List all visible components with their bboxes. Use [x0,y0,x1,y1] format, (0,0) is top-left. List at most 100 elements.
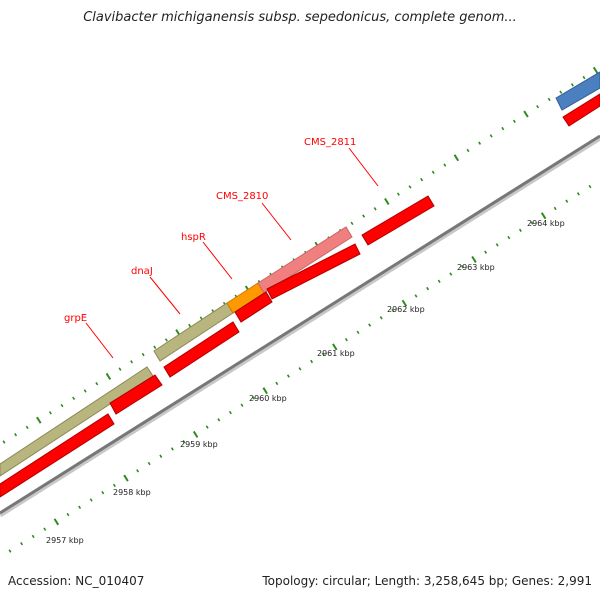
upper-tick-44 [512,119,516,124]
lower-tick-48 [565,199,569,203]
lower-tick-0 [8,549,12,553]
upper-tick-3 [36,416,42,424]
lower-tick-9 [112,483,116,488]
lower-tick-34 [401,299,408,307]
upper-tick-8 [95,381,99,386]
upper-tick-9 [105,372,112,380]
upper-tick-43 [501,126,505,131]
upper-tick-42 [489,134,493,138]
lower-tick-2 [31,534,35,539]
genome-summary-text: Topology: circular; Length: 3,258,645 bp… [262,574,592,588]
upper-tick-36 [420,177,424,182]
lower-tick-40 [471,255,477,263]
lower-tick-5 [66,512,70,517]
lower-tick-33 [391,308,395,313]
lower-tick-25 [298,367,302,371]
cds-red-4[interactable] [234,291,273,323]
upper-tick-41 [478,141,482,145]
lower-tick-28 [332,343,338,351]
cds-red-1[interactable] [0,413,115,498]
upper-tick-40 [466,148,470,153]
upper-tick-34 [396,192,400,196]
kbp-label-0: 2957 kbp [46,536,84,545]
lower-tick-20 [240,403,244,407]
gene-grpE-feature[interactable] [0,366,154,477]
lower-tick-42 [495,243,499,247]
upper-tick-33 [384,197,390,205]
kbp-label-2: 2959 kbp [180,440,218,449]
upper-tick-5 [60,403,64,408]
lower-tick-4 [53,518,60,526]
lower-tick-37 [437,279,441,284]
lower-tick-38 [449,272,453,276]
upper-tick-35 [408,185,412,189]
lower-tick-50 [588,184,592,189]
lower-tick-35 [414,294,418,298]
gene-label-grpE: grpE [64,313,87,324]
upper-tick-31 [362,214,366,218]
upper-tick-30 [350,221,354,226]
lower-tick-14 [170,447,174,451]
cds-red-7[interactable] [562,93,600,127]
lower-tick-43 [507,235,511,240]
lower-tick-24 [286,374,290,378]
kbp-label-6: 2963 kbp [457,263,495,272]
lower-tick-27 [321,352,325,356]
upper-tick-51 [592,66,599,74]
upper-tick-14 [164,338,168,342]
lower-tick-39 [460,265,464,269]
lower-tick-3 [43,527,47,531]
lower-tick-31 [368,323,372,327]
lower-tick-36 [426,286,430,291]
upper-tick-37 [431,170,435,175]
lower-tick-21 [252,396,256,400]
upper-tick-1 [14,433,18,437]
lower-tick-7 [89,498,93,502]
cds-red-2[interactable] [109,374,163,415]
lower-tick-26 [310,359,314,364]
inner-gene-track [0,93,600,498]
lower-tick-49 [576,192,580,196]
upper-tick-4 [48,411,52,415]
gene-CMS_2810-feature[interactable] [257,226,353,294]
lower-tick-6 [78,505,82,509]
upper-tick-0 [2,440,6,444]
upper-tick-39 [453,154,460,162]
gene-label-group: grpE dnaJ hspR CMS_2810 CMS_2811 [64,137,379,359]
lower-tick-41 [484,250,488,254]
cds-red-6[interactable] [361,195,435,246]
cds-red-5[interactable] [266,243,361,300]
kbp-scale-labels: 2957 kbp 2958 kbp 2959 kbp 2960 kbp 2961 kbp… [46,219,565,545]
upper-tick-49 [570,83,574,87]
lower-tick-16 [192,430,199,438]
upper-tick-32 [373,207,377,211]
upper-tick-48 [559,90,563,94]
gene-label-CMS_2810: CMS_2810 [216,191,268,202]
cds-red-3[interactable] [163,321,240,378]
lower-tick-32 [379,316,383,320]
upper-tick-46 [536,105,540,109]
gene-blue-feature[interactable] [555,71,600,111]
outer-gene-track [0,71,600,477]
map-title: Clavibacter michiganensis subsp. sepedon… [83,10,517,25]
lower-tick-23 [275,381,279,386]
upper-tick-6 [72,396,76,400]
lower-tick-17 [205,425,209,429]
lower-tick-30 [356,330,360,335]
lower-tick-12 [147,461,151,466]
lower-tick-44 [518,228,522,233]
kbp-label-4: 2961 kbp [317,349,355,358]
upper-tick-47 [547,97,551,102]
upper-tick-12 [141,352,145,357]
upper-tick-16 [188,323,192,328]
kbp-label-1: 2958 kbp [113,488,151,497]
lower-tick-47 [553,206,557,211]
accession-text: Accession: NC_010407 [8,574,145,588]
upper-tick-50 [582,75,586,80]
kbp-label-7: 2964 kbp [527,219,565,228]
lower-tick-track [8,184,592,553]
lower-tick-13 [159,454,163,458]
upper-tick-track [2,66,599,444]
